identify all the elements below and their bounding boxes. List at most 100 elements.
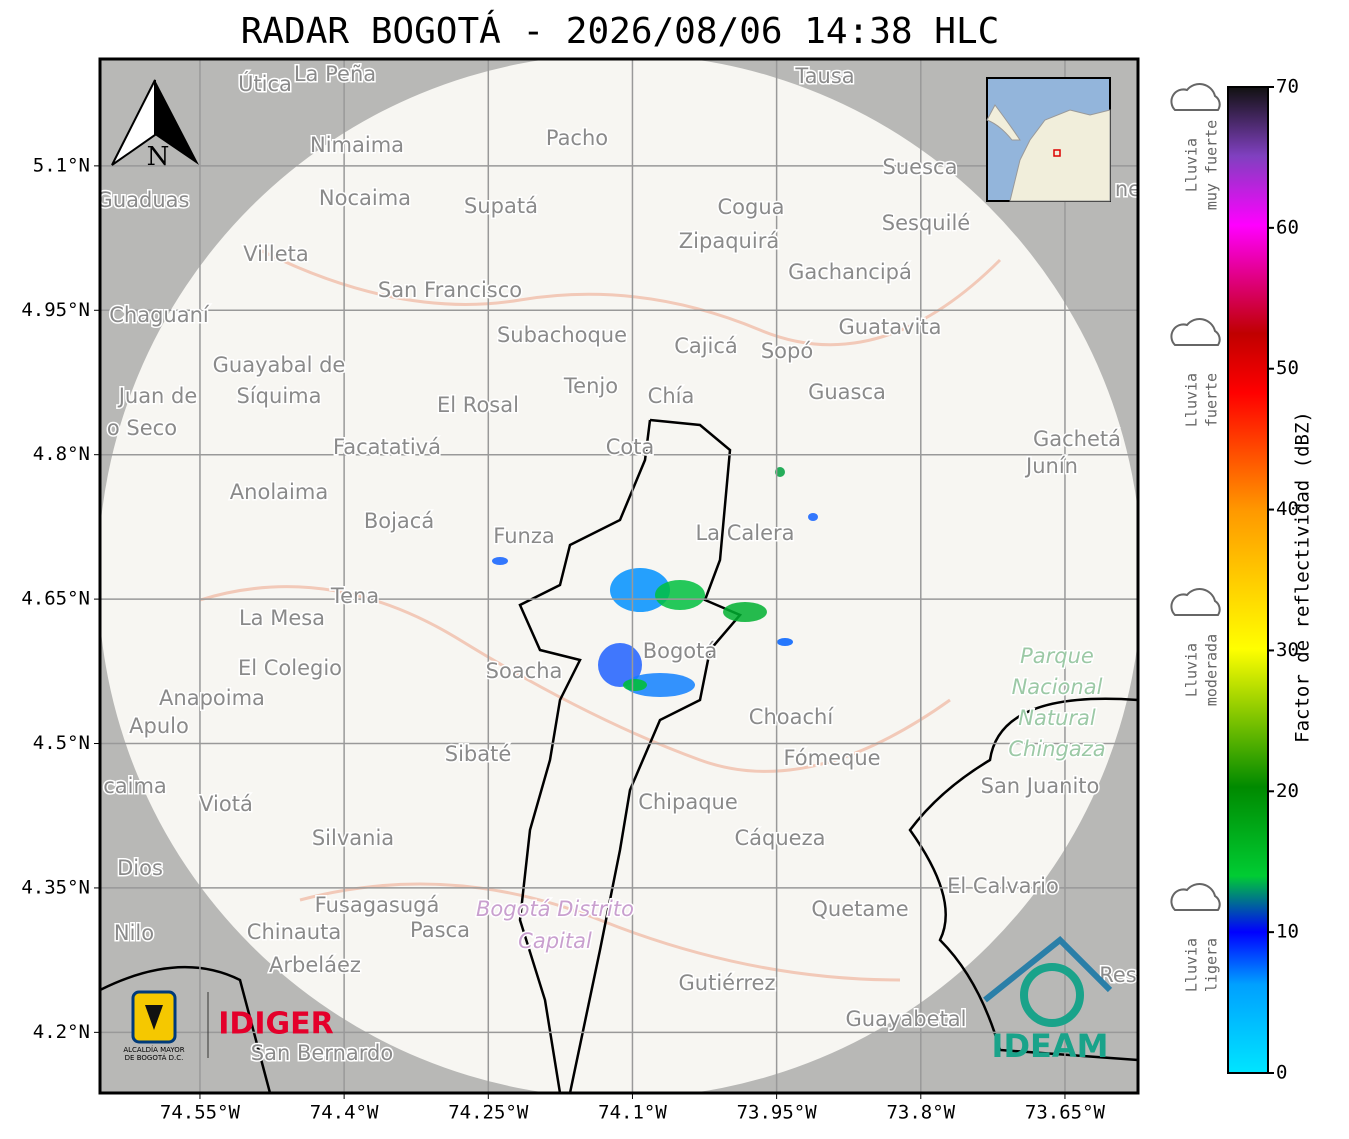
place-label: Anapoima [159,686,265,710]
place-label: Pacho [546,126,608,150]
place-label: Nocaima [319,186,411,210]
place-label: Tenjo [563,374,618,398]
place-label: Nimaima [310,133,404,157]
place-label: Bogotá [643,639,718,663]
place-label: Guayabetal [846,1007,967,1031]
place-label: Choachí [749,705,835,729]
place-label: Sesquilé [882,211,970,235]
place-label: Cajicá [674,334,738,358]
colorbar-tick-label: 20 [1276,780,1299,802]
echo [623,679,647,691]
department-border [100,697,1138,1093]
place-label: Gachetá [1033,427,1121,451]
place-label: Nilo [114,921,154,945]
district-label: Bogotá Distrito [476,897,634,921]
colorbar-tick-label: 60 [1276,216,1299,238]
cloud-icon [1170,588,1221,616]
echo [723,602,767,622]
place-label: Gutiérrez [679,971,776,995]
place-label: Fusagasugá [315,893,440,917]
y-tick-label: 5.1°N [33,154,90,176]
colorbar [1227,86,1269,1074]
y-tick-label: 4.2°N [33,1021,90,1043]
rain-level-label: Lluvia [1183,643,1201,697]
rain-level-label: Lluvia [1183,373,1201,427]
place-label: El Rosal [437,393,519,417]
x-tick-label: 73.95°W [737,1102,818,1124]
y-tick-label: 4.8°N [33,443,90,465]
echo [775,467,785,477]
place-label: Cogua [717,195,784,219]
place-label: Junín [1024,454,1078,478]
cloud-icon [1170,318,1221,346]
colorbar-tick-label: 30 [1276,639,1299,661]
place-label: Guatavita [839,315,942,339]
place-label: Apulo [129,714,189,738]
place-label: Chipaque [638,790,738,814]
alcaldia-text: ALCALDÍA MAYOR [123,1045,184,1054]
place-label: Anolaima [230,480,328,504]
district-border [518,418,743,1093]
echo [625,673,695,697]
park-label: Natural [1018,706,1096,730]
place-label: Cota [606,435,655,459]
alcaldia-logo: ALCALDÍA MAYOR DE BOGOTÁ D.C. IDIGER [123,990,334,1062]
place-label: La Peña [294,62,376,86]
place-label: San Juanito [981,774,1100,798]
y-tick-label: 4.65°N [21,588,90,610]
place-label: Chaguaní [109,303,210,327]
map: Útica La Peña Tausa Pacho Nimaima Suesca Guadu… [97,59,1138,1093]
place-label: Tausa [794,64,854,88]
rain-level-label: moderada [1203,634,1221,706]
place-label: Facatativá [333,435,441,459]
rain-level-label: ligera [1203,938,1221,992]
colorbar-label: Factor de reflectividad (dBZ) [1292,411,1314,743]
place-label: Res [1099,963,1137,987]
inset-map [986,77,1111,202]
park-label: Chingaza [1008,737,1105,761]
place-label: Útica [238,71,292,96]
place-label: Guaduas [97,188,190,212]
place-label: Bojacá [364,509,434,533]
rain-level-label: Lluvia [1183,938,1201,992]
place-label: San Bernardo [251,1041,393,1065]
place-label: Silvania [312,826,394,850]
x-tick-label: 73.65°W [1025,1102,1106,1124]
x-tick-label: 74.25°W [448,1102,529,1124]
ideam-logo: IDEAM [983,935,1113,1065]
north-arrow: N [111,79,199,172]
park-label: Parque [1020,644,1094,668]
echo [808,513,818,521]
rain-level-label: muy fuerte [1203,120,1221,210]
title: RADAR BOGOTÁ - 2026/08/06 14:38 HLC [241,10,1000,52]
rain-level-label: fuerte [1203,373,1221,427]
place-label: Sopó [761,339,813,363]
colorbar-tick-label: 40 [1276,498,1299,520]
colorbar-tick-label: 0 [1276,1062,1287,1084]
idiger-logo: IDIGER [218,1007,333,1042]
place-label: Cáqueza [735,826,826,850]
place-label: Síquima [237,384,322,408]
echo [777,638,793,646]
place-label: Supatá [464,194,538,218]
map-frame [98,57,1140,1095]
y-tick-label: 4.5°N [33,732,90,754]
place-label: Guasca [808,380,886,404]
place-label: Dios [117,856,163,880]
place-label: caima [103,774,167,798]
north-label: N [147,142,170,172]
radar-echoes [492,467,818,697]
place-label: El Calvario [947,874,1059,898]
colorbar-tick-label: 70 [1276,76,1299,98]
x-tick-label: 74.55°W [160,1102,241,1124]
colorbar-tick-label: 50 [1276,357,1299,379]
x-tick-label: 74.4°W [310,1102,379,1124]
place-label: Quetame [811,897,908,921]
place-label: San Francisco [378,278,522,302]
y-tick-label: 4.95°N [21,299,90,321]
place-label: El Colegio [238,656,342,680]
place-label: Gachancipá [788,260,912,284]
place-label: Pasca [410,918,470,942]
place-label: Subachoque [497,323,627,347]
